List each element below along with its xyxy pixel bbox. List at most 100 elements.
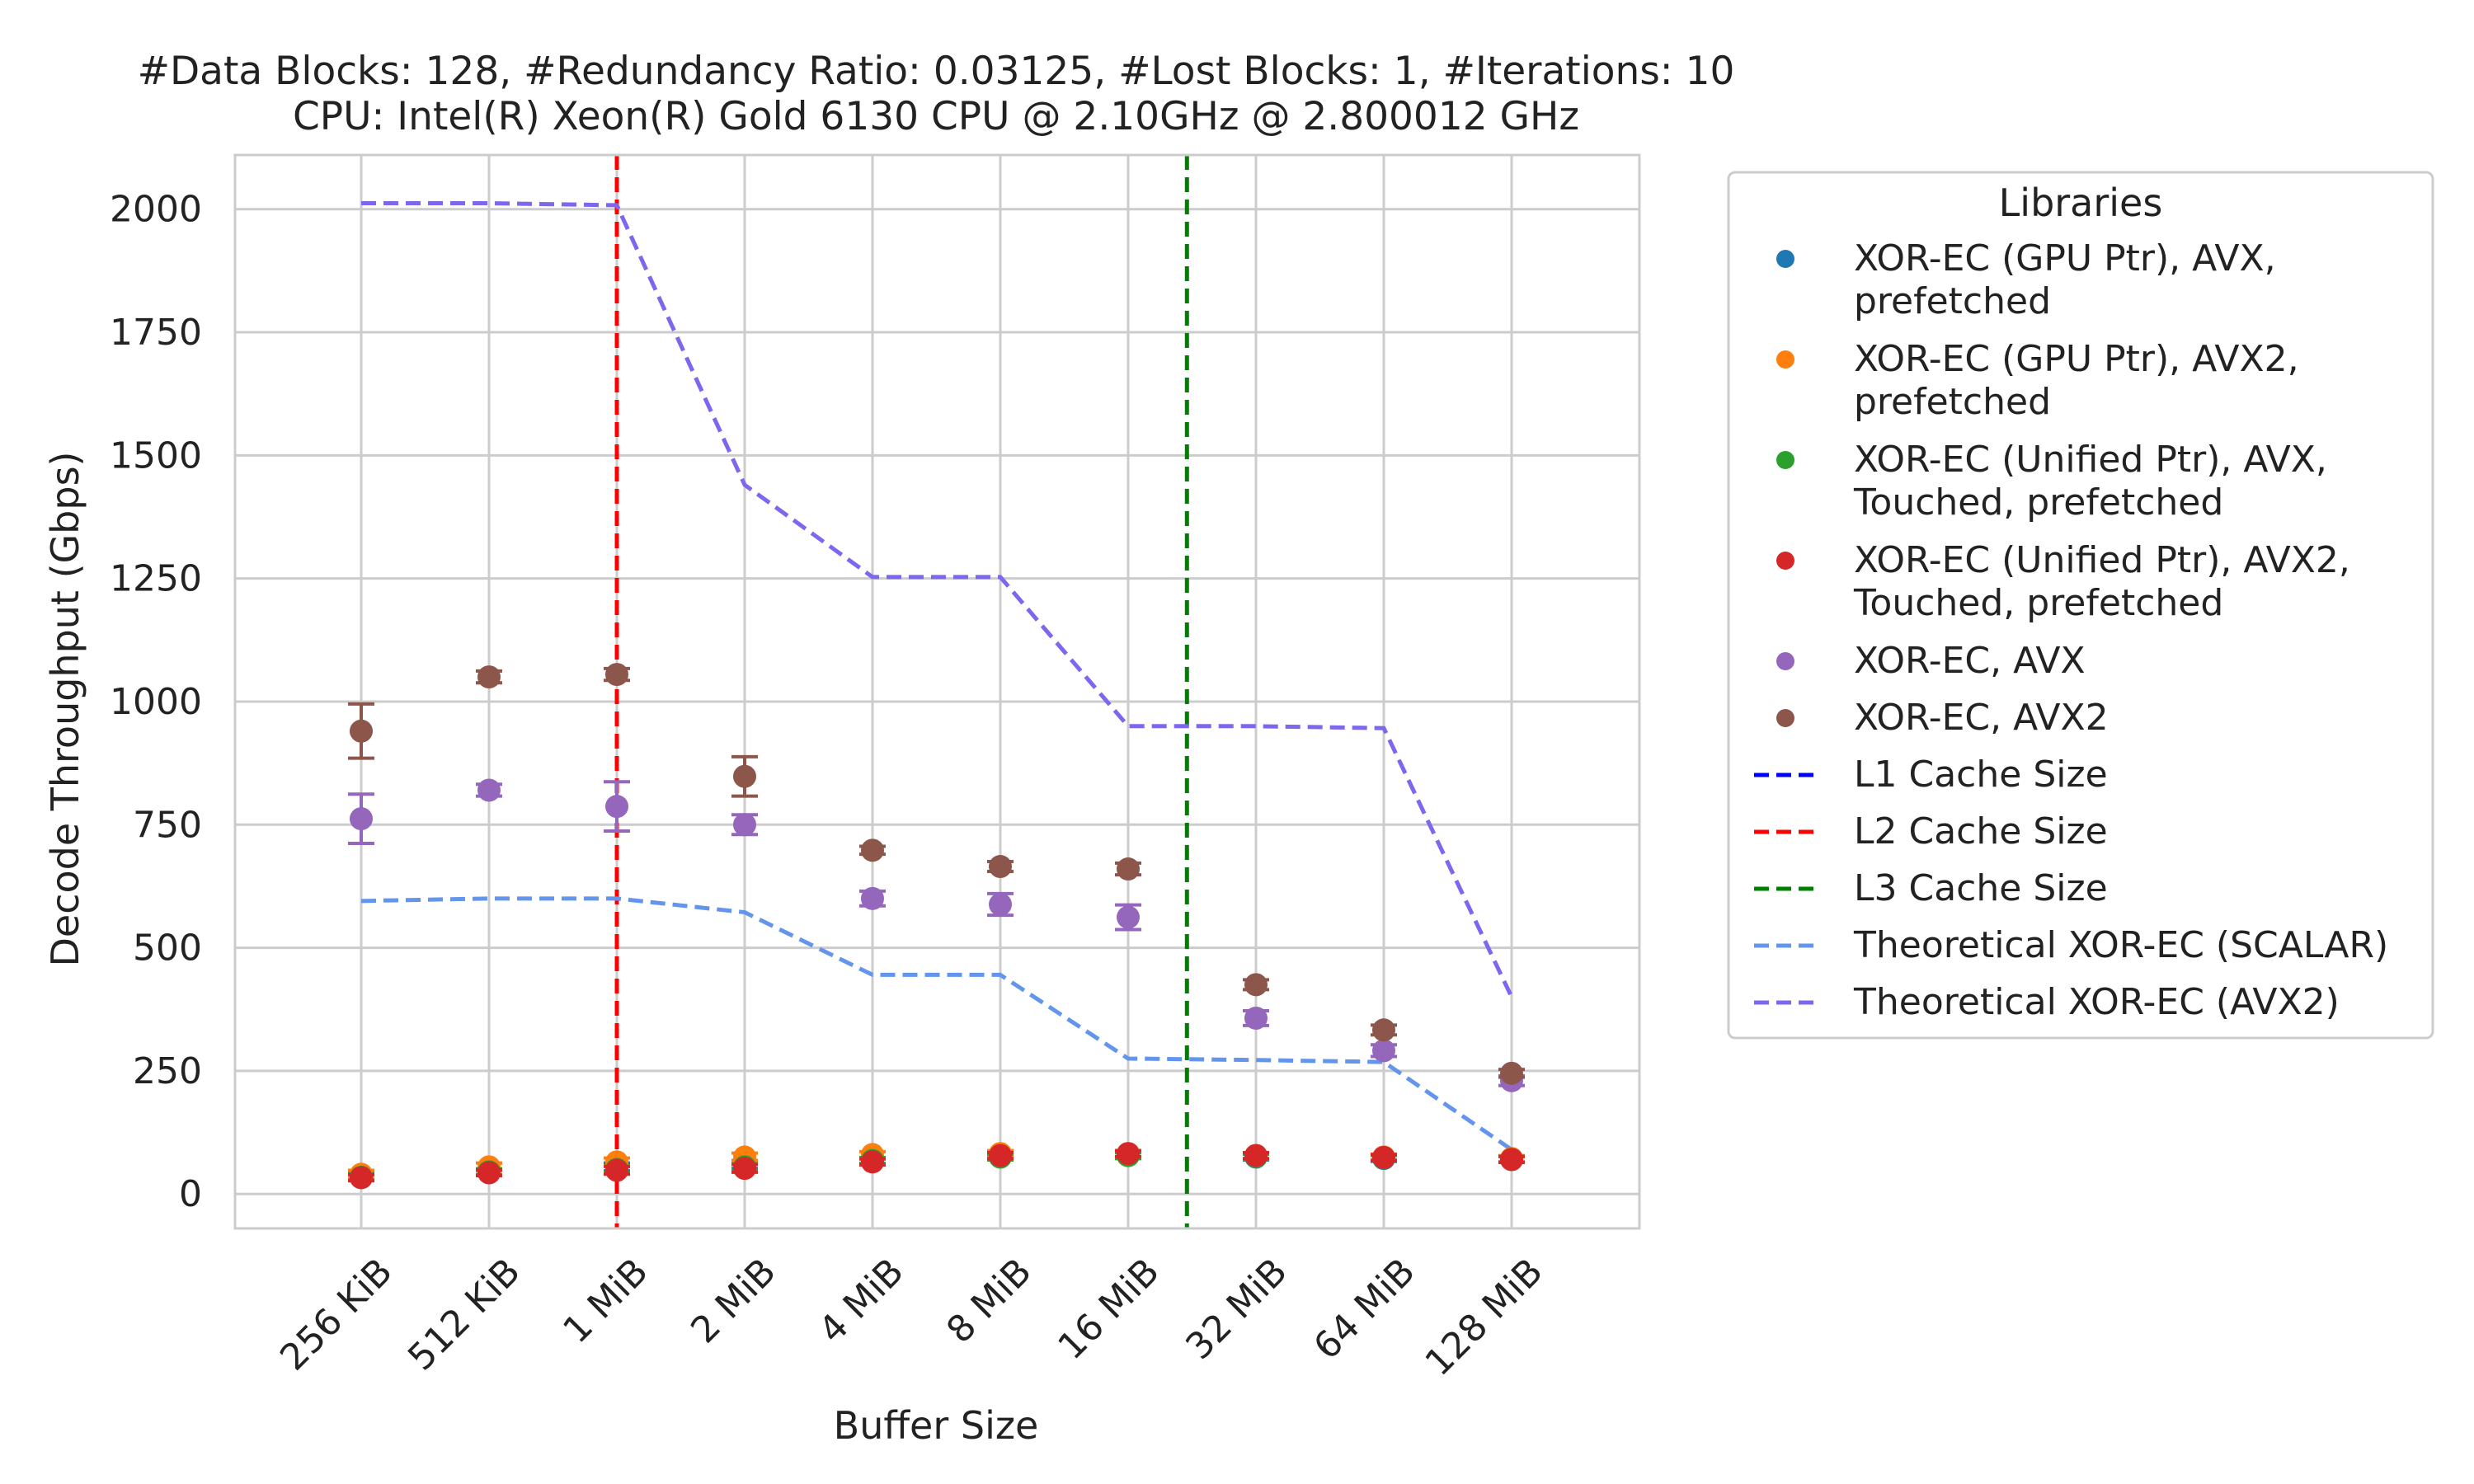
legend-entry: XOR-EC, AVX2 xyxy=(1776,697,2109,739)
point-marker xyxy=(861,886,884,910)
data-point xyxy=(731,1157,758,1181)
point-marker xyxy=(1244,1006,1268,1030)
chart-subtitle: CPU: Intel(R) Xeon(R) Gold 6130 CPU @ 2.… xyxy=(293,94,1579,139)
legend-entry: XOR-EC (GPU Ptr), AVX,prefetched xyxy=(1776,237,2276,322)
x-tick-label: 64 MiB xyxy=(1305,1251,1423,1368)
point-marker xyxy=(350,1166,373,1190)
y-tick-label: 1000 xyxy=(110,681,202,723)
data-point xyxy=(987,891,1014,918)
legend-label: Touched, prefetched xyxy=(1853,481,2223,524)
point-marker xyxy=(350,719,373,743)
data-point xyxy=(1115,857,1141,881)
legend-entry: Theoretical XOR-EC (SCALAR) xyxy=(1754,924,2388,966)
legend-marker xyxy=(1776,552,1794,570)
data-point xyxy=(987,1144,1014,1167)
legend-label: XOR-EC (Unified Ptr), AVX, xyxy=(1854,439,2327,481)
legend-box xyxy=(1727,171,2434,1040)
data-point xyxy=(1498,1148,1525,1172)
legend-label: L3 Cache Size xyxy=(1854,867,2108,909)
legend-marker xyxy=(1776,350,1794,369)
x-tick-labels: 256 KiB 512 KiB 1 MiB 2 MiB 4 MiB 8 MiB 16 MiB… xyxy=(272,1251,1551,1384)
y-tick-label: 750 xyxy=(133,804,202,846)
data-point xyxy=(1371,1018,1397,1042)
theoretical-lines xyxy=(360,201,1514,1152)
point-marker xyxy=(989,893,1012,917)
legend-entry: L3 Cache Size xyxy=(1754,867,2108,909)
x-tick-label: 32 MiB xyxy=(1178,1251,1295,1368)
legend-label: XOR-EC (GPU Ptr), AVX, xyxy=(1854,237,2276,279)
legend-label: L1 Cache Size xyxy=(1854,754,2108,796)
data-point xyxy=(476,1161,502,1185)
y-tick-label: 1500 xyxy=(110,434,202,477)
y-tick-label: 2000 xyxy=(110,189,202,231)
point-marker xyxy=(1117,857,1140,881)
y-tick-label: 1250 xyxy=(110,558,202,600)
chart-title: #Data Blocks: 128, #Redundancy Ratio: 0.… xyxy=(138,49,1735,94)
x-tick-label: 512 KiB xyxy=(400,1251,529,1379)
data-point xyxy=(476,778,502,802)
legend-label: Touched, prefetched xyxy=(1853,582,2223,624)
data-point xyxy=(859,886,886,910)
data-point xyxy=(1243,973,1269,997)
legend-entry: XOR-EC (Unified Ptr), AVX2,Touched, pref… xyxy=(1776,539,2350,624)
y-tick-label: 500 xyxy=(133,928,202,970)
x-tick-label: 8 MiB xyxy=(938,1251,1040,1352)
point-marker xyxy=(477,778,501,802)
data-point xyxy=(604,780,630,834)
legend-entry: XOR-EC (GPU Ptr), AVX2,prefetched xyxy=(1776,338,2299,423)
plot-frame xyxy=(233,153,1641,1230)
legend-title: Libraries xyxy=(1999,181,2163,225)
point-marker xyxy=(1372,1018,1395,1042)
point-marker xyxy=(861,838,884,862)
legend-label: L2 Cache Size xyxy=(1854,810,2108,852)
legend-marker xyxy=(1776,709,1794,727)
point-marker xyxy=(1244,973,1268,997)
data-points xyxy=(348,663,1525,1190)
point-marker xyxy=(1244,1144,1268,1167)
point-marker xyxy=(477,1161,501,1185)
point-marker xyxy=(1500,1148,1523,1172)
legend-entry: XOR-EC (Unified Ptr), AVX,Touched, prefe… xyxy=(1776,439,2327,524)
data-point xyxy=(987,855,1014,879)
point-marker xyxy=(477,665,501,689)
x-tick-label: 4 MiB xyxy=(811,1251,912,1352)
data-point xyxy=(1115,903,1141,932)
legend-entry: Theoretical XOR-EC (AVX2) xyxy=(1754,981,2340,1023)
point-marker xyxy=(605,795,628,819)
legend-label: prefetched xyxy=(1854,381,2051,423)
legend-label: XOR-EC (Unified Ptr), AVX2, xyxy=(1854,539,2350,581)
legend-label: XOR-EC, AVX2 xyxy=(1854,697,2109,739)
data-point xyxy=(1115,1142,1141,1166)
data-point xyxy=(1371,1145,1397,1169)
x-tick-label: 1 MiB xyxy=(555,1251,656,1352)
x-axis-label: Buffer Size xyxy=(834,1403,1039,1448)
point-marker xyxy=(1117,905,1140,929)
legend-entry: XOR-EC, AVX xyxy=(1776,640,2086,682)
data-point xyxy=(1243,1144,1269,1167)
y-axis-label: Decode Throughput (Gbps) xyxy=(43,452,87,967)
legend-label: prefetched xyxy=(1854,280,2051,322)
y-tick-label: 1750 xyxy=(110,312,202,354)
data-point xyxy=(731,813,758,837)
x-tick-label: 16 MiB xyxy=(1050,1251,1167,1368)
data-point xyxy=(348,1166,374,1190)
point-marker xyxy=(861,1150,884,1174)
data-point xyxy=(1371,1039,1397,1063)
x-tick-label: 256 KiB xyxy=(272,1251,401,1379)
grid xyxy=(235,155,1639,1228)
point-marker xyxy=(989,855,1012,879)
data-point xyxy=(348,702,374,760)
legend-marker xyxy=(1776,250,1794,268)
legend-label: Theoretical XOR-EC (SCALAR) xyxy=(1853,924,2388,966)
point-marker xyxy=(1372,1145,1395,1169)
legend-entry: L1 Cache Size xyxy=(1754,754,2108,796)
y-tick-label: 0 xyxy=(179,1173,202,1215)
x-tick-label: 2 MiB xyxy=(683,1251,784,1352)
point-marker xyxy=(1372,1039,1395,1063)
legend-label: Theoretical XOR-EC (AVX2) xyxy=(1853,981,2340,1023)
legend-marker xyxy=(1776,652,1794,670)
data-point xyxy=(604,1158,630,1182)
data-point xyxy=(1243,1006,1269,1030)
